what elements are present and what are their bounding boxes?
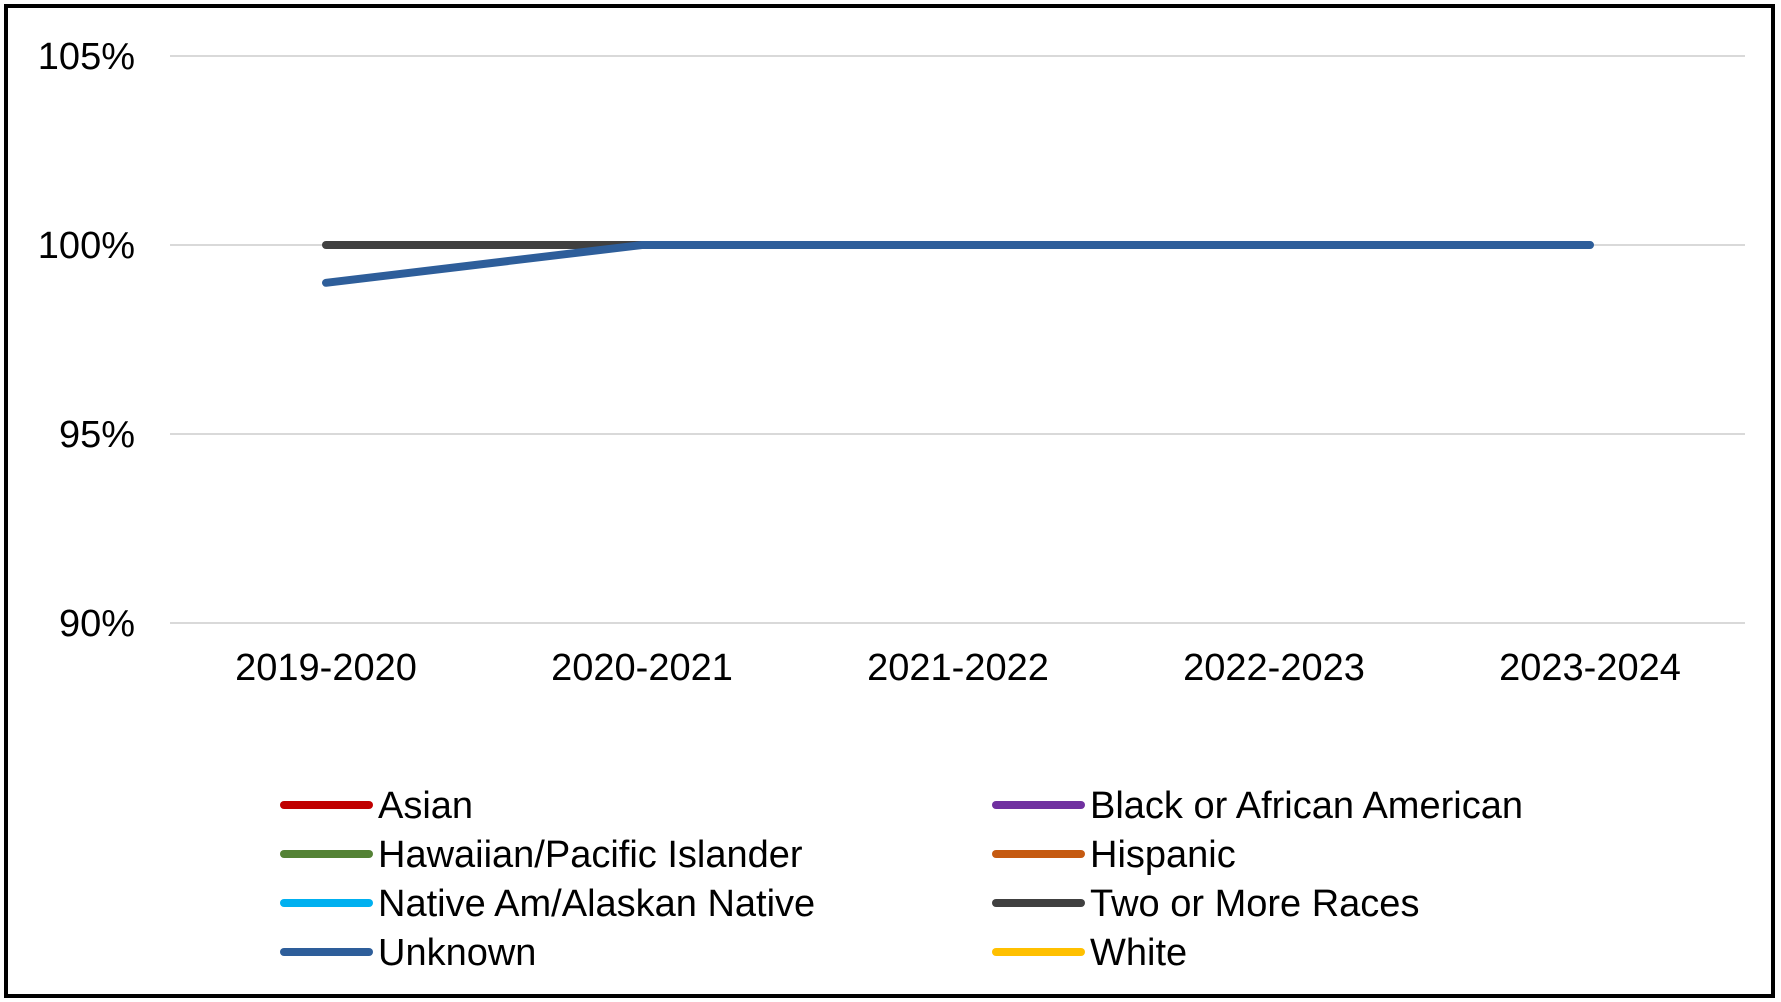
x-tick-label: 2023-2024 <box>1499 647 1681 689</box>
legend-label: Asian <box>378 785 473 827</box>
legend-label: Unknown <box>378 932 536 974</box>
legend-label: White <box>1090 932 1187 974</box>
x-tick-label: 2022-2023 <box>1183 647 1365 689</box>
x-tick-label: 2020-2021 <box>551 647 733 689</box>
legend-item-black-or-african-american: Black or African American <box>992 785 1523 827</box>
y-tick-label: 90% <box>59 603 135 645</box>
legend-label: Native Am/Alaskan Native <box>378 883 815 925</box>
y-tick-label: 105% <box>38 36 135 78</box>
legend-item-native-am-alaskan-native: Native Am/Alaskan Native <box>280 883 815 925</box>
series-lines <box>322 241 1594 287</box>
x-axis-tick-labels: 2019-2020 2020-2021 2021-2022 2022-2023 2023… <box>235 647 1681 689</box>
x-tick-label: 2021-2022 <box>867 647 1049 689</box>
legend-item-white: White <box>992 932 1187 974</box>
line-chart: 90% 95% 100% 105% 2019-2020 2020-2021 2021-20… <box>38 36 1745 974</box>
legend-label: Hispanic <box>1090 834 1236 876</box>
x-tick-label: 2019-2020 <box>235 647 417 689</box>
y-axis-tick-labels: 90% 95% 100% 105% <box>38 36 135 645</box>
legend-label: Hawaiian/Pacific Islander <box>378 834 803 876</box>
series-line-unknown <box>322 241 1594 287</box>
legend-item-hawaiian-pacific-islander: Hawaiian/Pacific Islander <box>280 834 803 876</box>
legend-item-unknown: Unknown <box>280 932 536 974</box>
legend-item-hispanic: Hispanic <box>992 834 1236 876</box>
gridlines <box>170 55 1745 624</box>
legend-item-asian: Asian <box>280 785 473 827</box>
legend-label: Two or More Races <box>1090 883 1419 925</box>
legend-label: Black or African American <box>1090 785 1523 827</box>
y-tick-label: 100% <box>38 225 135 267</box>
legend: Asian Black or African American Hawaiian/P… <box>280 785 1523 974</box>
chart-frame: 90% 95% 100% 105% 2019-2020 2020-2021 2021-20… <box>4 4 1775 998</box>
y-tick-label: 95% <box>59 414 135 456</box>
legend-item-two-or-more-races: Two or More Races <box>992 883 1419 925</box>
